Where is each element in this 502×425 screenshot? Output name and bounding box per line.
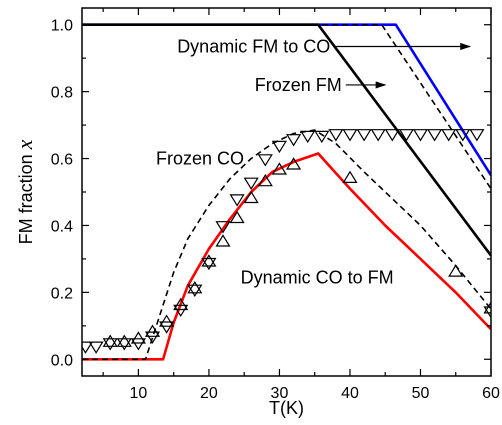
- triangle-up-marker: [144, 324, 161, 337]
- triangle-up-marker: [116, 334, 132, 347]
- triangle-up-marker: [257, 173, 273, 187]
- series-line-2: [82, 23, 491, 190]
- y-axis-title: FM fraction x: [12, 139, 37, 244]
- series-line-3: [82, 152, 491, 361]
- y-tick-label: 0.4: [51, 218, 73, 235]
- triangle-down-marker: [159, 321, 175, 334]
- triangle-down-marker: [455, 129, 471, 142]
- triangle-down-marker: [271, 140, 287, 154]
- series-line-4: [82, 129, 491, 361]
- triangle-up-marker: [342, 170, 358, 183]
- triangle-up-marker: [215, 234, 231, 247]
- y-tick-label: 0.8: [51, 85, 73, 102]
- triangle-up-marker: [483, 301, 491, 314]
- x-axis-title: T(K): [269, 398, 304, 418]
- triangle-up-marker: [130, 331, 146, 344]
- triangle-down-marker: [384, 129, 400, 142]
- series-line-1: [82, 23, 491, 257]
- triangle-down-marker: [173, 304, 189, 318]
- triangle-down-marker: [286, 134, 302, 147]
- y-tick-label: 1.0: [51, 18, 73, 35]
- x-tick-label: 10: [130, 385, 148, 402]
- triangle-up-marker: [243, 190, 259, 204]
- triangle-down-marker: [144, 331, 161, 344]
- annotation-label: Dynamic FM to CO: [177, 36, 330, 56]
- triangle-down-marker: [243, 177, 259, 190]
- triangle-down-marker: [257, 154, 273, 167]
- x-tick-label: 40: [341, 385, 359, 402]
- triangle-down-marker: [201, 257, 217, 271]
- triangle-down-marker: [370, 129, 386, 142]
- y-tick-label: 0.0: [51, 352, 73, 369]
- x-tick-label: 20: [200, 385, 218, 402]
- annotation-label: Dynamic CO to FM: [241, 267, 394, 287]
- triangle-down-marker: [102, 338, 118, 351]
- triangle-down-marker: [300, 130, 316, 144]
- triangle-up-marker: [102, 334, 118, 347]
- triangle-up-marker: [159, 314, 175, 327]
- y-tick-label: 0.2: [51, 285, 73, 302]
- triangle-down-marker: [328, 129, 344, 142]
- y-axis-variable: x: [12, 139, 37, 150]
- x-tick-label: 60: [482, 385, 500, 402]
- triangle-down-marker: [427, 129, 443, 142]
- triangle-up-marker: [271, 162, 287, 175]
- plot-frame: [81, 7, 492, 377]
- triangle-down-marker: [187, 284, 203, 297]
- triangle-up-marker: [229, 210, 245, 224]
- y-tick-label: 0.6: [51, 152, 73, 169]
- x-tick-label: 30: [271, 385, 289, 402]
- annotation-label: Frozen FM: [255, 75, 342, 95]
- triangle-up-marker: [187, 281, 203, 294]
- triangle-up-marker: [201, 254, 217, 267]
- triangle-up-marker: [286, 157, 302, 170]
- triangle-down-marker: [398, 129, 414, 142]
- triangle-up-marker: [448, 264, 464, 277]
- plot-area: [82, 23, 491, 361]
- triangle-down-marker: [342, 129, 358, 142]
- annotation-label: Frozen CO: [156, 149, 244, 169]
- triangle-down-marker: [130, 338, 146, 351]
- triangle-down-marker: [441, 129, 457, 142]
- triangle-down-marker: [356, 129, 372, 142]
- x-tick-label: 50: [412, 385, 430, 402]
- triangle-up-marker: [173, 297, 189, 311]
- triangle-down-marker: [314, 130, 330, 144]
- triangle-down-marker: [88, 341, 104, 354]
- triangle-down-marker: [229, 194, 245, 207]
- triangle-down-marker: [412, 129, 429, 142]
- triangle-down-marker: [116, 338, 132, 351]
- triangle-down-marker: [469, 129, 485, 142]
- triangle-down-marker: [215, 221, 231, 234]
